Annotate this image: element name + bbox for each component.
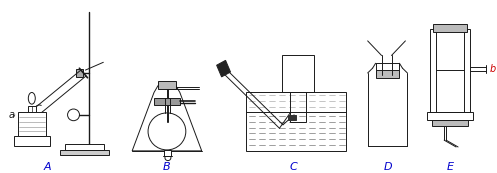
Bar [288,115,296,120]
Polygon shape [217,60,231,77]
Bar [430,29,470,112]
Text: A: A [44,162,52,172]
Bar [60,150,109,155]
Text: B: B [163,162,171,172]
Bar [14,136,50,146]
Bar [376,70,400,78]
Text: C: C [289,162,297,172]
Bar [282,56,314,92]
Bar [432,120,468,126]
Text: D: D [383,162,392,172]
Text: E: E [447,162,454,172]
Bar [65,144,104,150]
Bar [76,69,83,77]
Text: b: b [490,64,496,74]
Text: a: a [9,110,15,120]
Bar [154,98,180,105]
Bar [164,150,171,156]
Bar [427,112,473,120]
Bar [18,112,46,136]
Bar [158,81,176,89]
Bar [247,92,346,151]
Bar [433,24,467,32]
Bar [290,92,306,122]
Bar [28,106,36,112]
